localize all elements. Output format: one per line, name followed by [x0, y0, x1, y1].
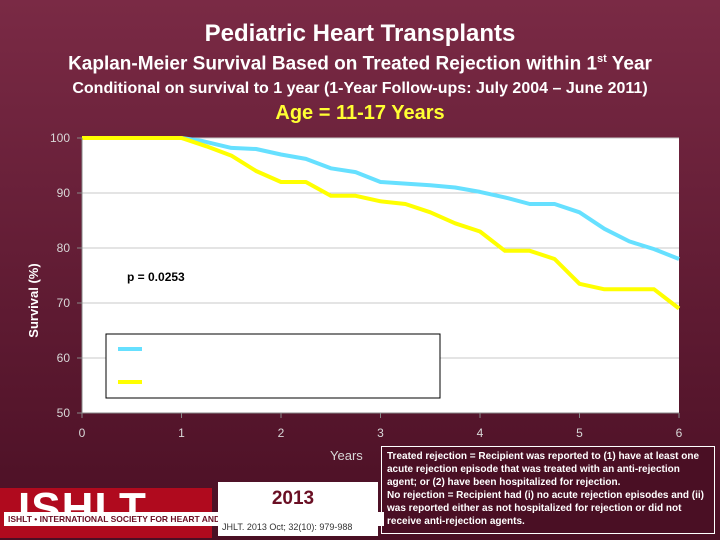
- x-tick-label: 6: [676, 426, 683, 440]
- definitions-box: Treated rejection = Recipient was report…: [381, 446, 715, 534]
- x-tick-label: 2: [278, 426, 285, 440]
- x-axis-ticks: 0 1 2 3 4 5 6: [79, 413, 683, 440]
- legend-box: [105, 333, 441, 399]
- y-axis-label: Survival (%): [26, 263, 41, 337]
- x-axis-label: Years: [330, 448, 363, 463]
- y-tick-label: 50: [57, 406, 71, 420]
- age-title: Age = 11-17 Years: [275, 102, 445, 124]
- y-tick-label: 60: [57, 351, 71, 365]
- x-tick-label: 4: [477, 426, 484, 440]
- y-tick-label: 90: [57, 186, 71, 200]
- y-tick-label: 70: [57, 296, 71, 310]
- subtitle: Kaplan-Meier Survival Based on Treated R…: [0, 53, 720, 75]
- x-tick-label: 3: [377, 426, 384, 440]
- series-line-2: [82, 136, 681, 311]
- p-value-annotation: p = 0.0253: [127, 270, 185, 284]
- y-tick-label: 80: [57, 241, 71, 255]
- subtitle-text: Kaplan-Meier Survival Based on Treated R…: [68, 53, 598, 75]
- year-label: 2013: [271, 488, 315, 509]
- series-lines: [82, 136, 681, 311]
- year-box: [218, 482, 378, 536]
- no-rejection-note: No rejection = Recipient had (i) no acut…: [387, 490, 705, 527]
- citation: JHLT. 2013 Oct; 32(10): 979-988: [222, 522, 353, 532]
- ishlt-logo: ISHLT: [18, 484, 147, 533]
- x-tick-label: 0: [79, 426, 86, 440]
- series-line-1: [82, 136, 680, 261]
- y-tick-label: 100: [50, 131, 70, 145]
- x-tick-label: 1: [178, 426, 185, 440]
- y-axis-ticks: 50 60 70 80 90 100: [50, 131, 82, 420]
- main-title: Pediatric Heart Transplants: [204, 20, 516, 47]
- legend: [105, 333, 441, 399]
- treated-rejection-note: Treated rejection = Recipient was report…: [387, 451, 700, 488]
- subtitle-end: Year: [606, 53, 652, 75]
- conditional-subtitle: Conditional on survival to 1 year (1-Yea…: [72, 80, 648, 97]
- x-tick-label: 5: [576, 426, 583, 440]
- subtitle-superscript: st: [597, 53, 607, 65]
